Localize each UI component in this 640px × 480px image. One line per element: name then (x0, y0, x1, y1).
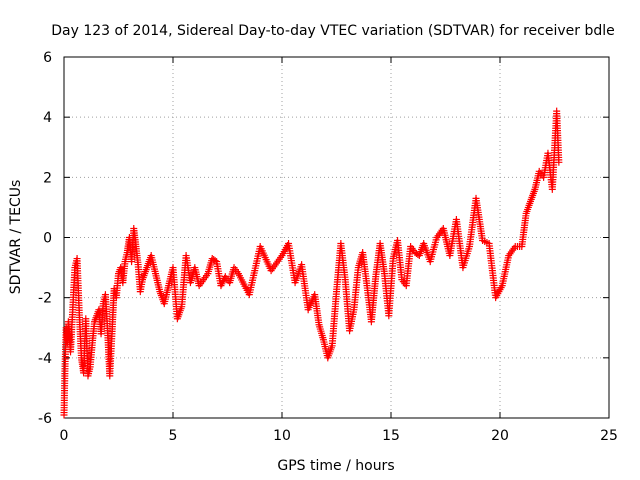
grid (64, 57, 609, 418)
x-tick-label: 25 (600, 428, 618, 444)
x-axis-label: GPS time / hours (277, 458, 394, 474)
plot-frame (63, 56, 610, 419)
data-point (555, 158, 563, 166)
x-tick-labels: 0 5 10 15 20 25 (60, 428, 618, 444)
x-tick-label: 20 (491, 428, 509, 444)
y-tick-label: 2 (43, 170, 52, 186)
x-tick-label: 10 (273, 428, 291, 444)
y-tick-label: -4 (38, 351, 52, 367)
data-series-sdtvar (60, 107, 563, 419)
y-tick-label: 6 (43, 50, 52, 66)
y-tick-label: 0 (43, 231, 52, 247)
chart-title: Day 123 of 2014, Sidereal Day-to-day VTE… (51, 23, 615, 39)
y-tick-label: 4 (43, 110, 52, 126)
y-axis-label: SDTVAR / TECUs (8, 180, 24, 295)
y-tick-labels: -6 -4 -2 0 2 4 6 (38, 50, 52, 427)
y-tick-label: -2 (38, 291, 52, 307)
x-tick-label: 15 (382, 428, 400, 444)
x-tick-label: 5 (169, 428, 178, 444)
x-tick-label: 0 (60, 428, 69, 444)
y-tick-label: -6 (38, 411, 52, 427)
